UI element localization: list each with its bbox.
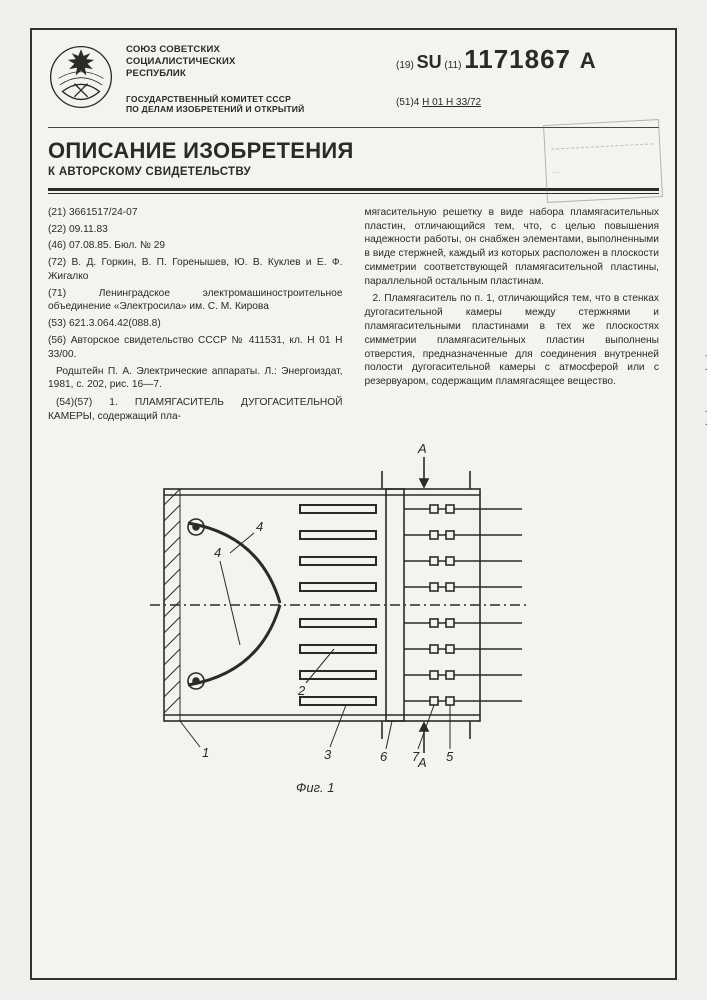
svg-text:4: 4 xyxy=(214,545,221,560)
field-72: (72) В. Д. Горкин, В. П. Горенышев, Ю. В… xyxy=(48,256,343,284)
code-a: A xyxy=(580,48,596,73)
abstract-p2: 2. Пламягаситель по п. 1, отличающийся т… xyxy=(365,292,660,388)
svg-text:4: 4 xyxy=(256,519,263,534)
field-54-57: (54)(57) 1. ПЛАМЯГАСИТЕЛЬ ДУГОГАСИТЕЛЬНО… xyxy=(48,396,343,424)
page-frame: СОЮЗ СОВЕТСКИХ СОЦИАЛИСТИЧЕСКИХ РЕСПУБЛИ… xyxy=(30,28,677,980)
body-columns: (21) 3661517/24-07 (22) 09.11.83 (46) 07… xyxy=(32,194,675,427)
svg-text:6: 6 xyxy=(380,749,388,764)
ipc-code: (51)4 H 01 H 33/72 xyxy=(396,97,659,108)
ussr-text-block: СОЮЗ СОВЕТСКИХ СОЦИАЛИСТИЧЕСКИХ РЕСПУБЛИ… xyxy=(126,44,326,115)
abstract-p1: мягасительную решетку в виде набора плам… xyxy=(365,206,660,289)
title-block: ОПИСАНИЕ ИЗОБРЕТЕНИЯ К АВТОРСКОМУ СВИДЕТ… xyxy=(32,128,675,182)
ussr-emblem-icon xyxy=(48,44,114,110)
figure-svg: A xyxy=(130,435,540,775)
field-53: (53) 621.3.064.42(088.8) xyxy=(48,317,343,331)
header: СОЮЗ СОВЕТСКИХ СОЦИАЛИСТИЧЕСКИХ РЕСПУБЛИ… xyxy=(32,30,675,121)
svg-text:7: 7 xyxy=(412,749,420,764)
figure-label: Фиг. 1 xyxy=(296,780,334,795)
section-mark-a-top: A xyxy=(417,441,427,456)
field-46: (46) 07.08.85. Бюл. № 29 xyxy=(48,239,343,253)
svg-text:5: 5 xyxy=(446,749,454,764)
field-56: (56) Авторское свидетельство СССР № 4115… xyxy=(48,334,343,362)
code-11-label: (11) xyxy=(444,60,461,71)
svg-text:1: 1 xyxy=(202,745,209,760)
ussr-union: СОЮЗ СОВЕТСКИХ СОЦИАЛИСТИЧЕСКИХ РЕСПУБЛИ… xyxy=(126,44,326,80)
right-column: мягасительную решетку в виде набора плам… xyxy=(365,206,660,427)
left-column: (21) 3661517/24-07 (22) 09.11.83 (46) 07… xyxy=(48,206,343,427)
code-19: SU xyxy=(417,52,442,72)
state-committee: ГОСУДАРСТВЕННЫЙ КОМИТЕТ СССР ПО ДЕЛАМ ИЗ… xyxy=(126,94,326,115)
field-21: (21) 3661517/24-07 xyxy=(48,206,343,220)
reference: Родштейн П. А. Электрические аппараты. Л… xyxy=(48,365,343,393)
code-11: 1171867 xyxy=(464,44,571,74)
publication-code: (19) SU (11) 1171867 A xyxy=(396,44,659,75)
codes-block: (19) SU (11) 1171867 A (51)4 H 01 H 33/7… xyxy=(326,44,659,115)
svg-text:3: 3 xyxy=(324,747,332,762)
code-19-label: (19) xyxy=(396,60,414,71)
field-22: (22) 09.11.83 xyxy=(48,223,343,237)
code-51-label: (51)4 xyxy=(396,97,419,108)
svg-text:2: 2 xyxy=(297,683,306,698)
field-71: (71) Ленинградское электромашиностроител… xyxy=(48,287,343,315)
figure-1: A xyxy=(48,435,659,795)
library-stamp: — xyxy=(543,119,663,203)
code-51: H 01 H 33/72 xyxy=(422,97,481,108)
